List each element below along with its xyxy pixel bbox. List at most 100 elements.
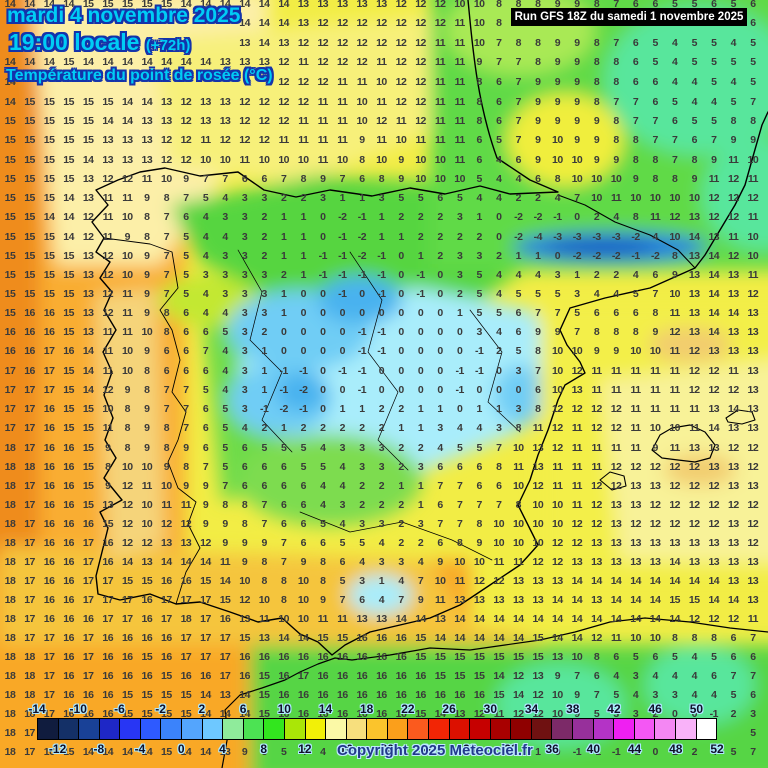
dewpoint-value: 11 [181,499,192,511]
dewpoint-value: 12 [552,556,563,568]
dewpoint-value: 15 [24,211,35,223]
dewpoint-value: 16 [376,670,387,682]
dewpoint-value: 17 [44,345,55,357]
dewpoint-value: 13 [83,288,94,300]
region-border-2 [349,251,409,471]
dewpoint-value: 11 [455,115,466,127]
dewpoint-value: 14 [533,613,544,625]
dewpoint-value: 14 [259,0,270,10]
dewpoint-value: 1 [281,211,287,223]
dewpoint-value: 8 [672,250,678,262]
dewpoint-value: 12 [611,403,622,415]
dewpoint-value: 3 [261,192,267,204]
dewpoint-value: 10 [630,632,641,644]
dewpoint-value: 8 [731,115,737,127]
scale-tick-label: 16 [339,742,352,756]
dewpoint-value: 2 [398,537,404,549]
dewpoint-value: 14 [44,211,55,223]
dewpoint-value: 4 [496,326,502,338]
dewpoint-value: 12 [357,37,368,49]
dewpoint-value: 11 [220,556,231,568]
dewpoint-value: 9 [144,269,150,281]
dewpoint-value: 12 [689,384,700,396]
dewpoint-value: 3 [477,250,483,262]
scale-cell [675,719,697,739]
dewpoint-value: 13 [161,115,172,127]
dewpoint-value: 7 [340,594,346,606]
dewpoint-value: 14 [650,613,661,625]
dewpoint-value: 14 [83,345,94,357]
dewpoint-value: -1 [416,288,425,300]
dewpoint-value: 16 [357,689,368,701]
dewpoint-value: 17 [298,670,309,682]
dewpoint-value: 8 [359,154,365,166]
dewpoint-value: 14 [83,56,94,68]
dewpoint-value: 4 [301,746,307,758]
dewpoint-value: 16 [376,632,387,644]
dewpoint-value: 15 [83,403,94,415]
dewpoint-value: 14 [493,670,504,682]
dewpoint-value: 6 [496,115,502,127]
dewpoint-value: 7 [203,461,209,473]
dewpoint-value: 13 [728,480,739,492]
scale-tick-label: 52 [710,742,723,756]
dewpoint-value: 7 [594,689,600,701]
dewpoint-value: 9 [613,345,619,357]
dewpoint-value: 15 [44,173,55,185]
dewpoint-value: 14 [200,708,211,720]
dewpoint-value: 2 [359,480,365,492]
dewpoint-value: 13 [435,613,446,625]
dewpoint-value: 12 [669,211,680,223]
dewpoint-value: 7 [574,192,580,204]
dewpoint-value: 11 [611,442,622,454]
dewpoint-value: 0 [652,746,658,758]
dewpoint-value: 14 [552,632,563,644]
dewpoint-value: 15 [122,0,133,10]
dewpoint-value: 17 [24,384,35,396]
scale-cell [243,719,265,739]
dewpoint-value: 12 [728,442,739,454]
dewpoint-value: 5 [261,746,267,758]
dewpoint-value: 3 [242,250,248,262]
dewpoint-value: 16 [396,689,407,701]
dewpoint-value: 9 [144,345,150,357]
run-info-bar: Run GFS 18Z du samedi 1 novembre 2025 [511,8,747,26]
dewpoint-value: 14 [181,0,192,10]
dewpoint-value: 12 [83,211,94,223]
dewpoint-value: 9 [574,96,580,108]
scale-tick-label: 20 [381,742,394,756]
dewpoint-value: -1 [377,288,386,300]
dewpoint-value: 6 [301,480,307,492]
dewpoint-value: 9 [555,326,561,338]
dewpoint-value: 10 [552,689,563,701]
dewpoint-value: 6 [301,499,307,511]
dewpoint-value: 8 [613,134,619,146]
dewpoint-value: 16 [102,651,113,663]
dewpoint-value: 14 [591,575,602,587]
dewpoint-value: 13 [357,613,368,625]
dewpoint-value: 5 [398,192,404,204]
dewpoint-value: 7 [731,670,737,682]
dewpoint-value: 4 [222,345,228,357]
dewpoint-value: 4 [340,746,346,758]
dewpoint-value: 12 [708,365,719,377]
copyright-link[interactable]: Copyright 2025 Meteociel.fr [337,742,533,759]
dewpoint-value: 16 [44,326,55,338]
dewpoint-value: 5 [516,288,522,300]
dewpoint-value: 6 [633,37,639,49]
dewpoint-value: 9 [105,480,111,492]
dewpoint-value: 4 [437,442,443,454]
dewpoint-value: 8 [613,115,619,127]
dewpoint-value: 12 [239,134,250,146]
dewpoint-value: 14 [181,746,192,758]
dewpoint-value: 2 [457,288,463,300]
dewpoint-value: 0 [301,326,307,338]
dewpoint-value: -3 [612,231,621,243]
dewpoint-value: 8 [125,422,131,434]
scale-tick-label: -2 [155,702,166,716]
dewpoint-value: 7 [183,422,189,434]
dewpoint-value: 17 [102,575,113,587]
dewpoint-value: 14 [5,96,16,108]
dewpoint-value: 18 [24,708,35,720]
dewpoint-value: 6 [652,76,658,88]
